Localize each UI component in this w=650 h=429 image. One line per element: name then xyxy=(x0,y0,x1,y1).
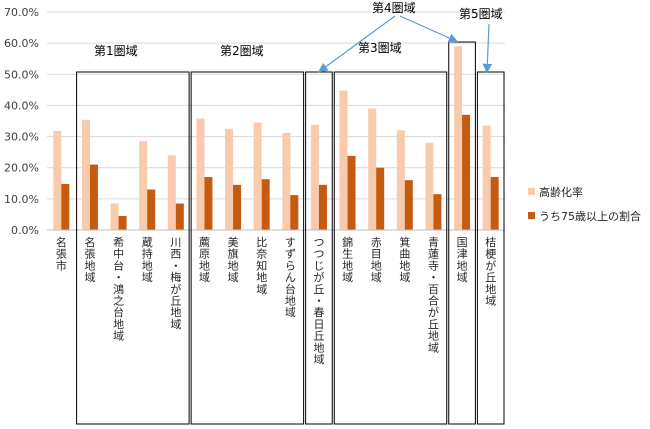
bar-aging-rate xyxy=(167,155,176,230)
bar-aging-rate xyxy=(482,125,491,230)
region-box-4b xyxy=(448,41,476,425)
arrow-to-kikyogaoka xyxy=(482,23,493,74)
bar-75plus xyxy=(433,194,442,230)
category-label: 比奈知地域 xyxy=(256,236,267,296)
bar-75plus xyxy=(404,180,413,230)
bar-75plus xyxy=(175,203,184,230)
bar-aging-rate xyxy=(53,130,62,230)
y-tick-label: 0.0% xyxy=(11,224,39,237)
category-label: 赤目地域 xyxy=(371,236,382,284)
bar-aging-rate xyxy=(396,130,405,230)
region-label-1: 第1圏域 xyxy=(94,44,138,58)
bar-75plus xyxy=(233,184,242,230)
bar-75plus xyxy=(261,179,270,230)
bar-aging-rate xyxy=(282,132,291,230)
y-tick-label: 10.0% xyxy=(4,193,39,206)
category-label: 箕曲地域 xyxy=(399,235,410,284)
arrow-to-tsutsujigaoka xyxy=(318,15,396,73)
region-label-2: 第2圏域 xyxy=(220,44,264,58)
category-label: 川西・梅が丘地域 xyxy=(170,236,181,331)
bar-75plus xyxy=(318,184,327,230)
category-label: 美旗地域 xyxy=(228,236,239,284)
bar-75plus xyxy=(61,183,70,230)
legend-swatch-aging-rate xyxy=(528,188,535,195)
category-labels: 名張市 名張地域 希中台・鴻之台地域 蔵持地域 川西・梅が丘地域 薦原地域 美旗地域 比奈知地… xyxy=(56,235,496,366)
region-label-4: 第4圏域 xyxy=(372,1,416,15)
category-label: 錦生地域 xyxy=(342,235,353,284)
bar-aging-rate xyxy=(310,124,319,230)
region-label-3: 第3圏域 xyxy=(358,41,402,55)
category-label: 青蓮寺・百合が丘地域 xyxy=(428,236,439,354)
bar-75plus xyxy=(347,155,356,230)
bar-75plus xyxy=(290,195,299,230)
bar-75plus xyxy=(490,177,499,230)
region-boxes xyxy=(76,41,505,425)
bar-75plus xyxy=(89,164,98,230)
bars xyxy=(53,46,499,230)
y-tick-label: 50.0% xyxy=(4,68,39,81)
y-tick-label: 60.0% xyxy=(4,37,39,50)
y-axis-ticks: 0.0% 10.0% 20.0% 30.0% 40.0% 50.0% 60.0% 70.0% xyxy=(4,6,39,237)
region-box-1 xyxy=(76,71,190,425)
bar-75plus xyxy=(147,189,156,230)
category-label: すずらん台地域 xyxy=(285,236,296,319)
bar-aging-rate xyxy=(339,90,348,230)
legend-label-75plus: うち75歳以上の割合 xyxy=(539,209,641,223)
gridlines xyxy=(47,11,505,200)
bar-75plus xyxy=(204,177,213,230)
legend-label-aging-rate: 高齢化率 xyxy=(539,185,583,199)
region-box-3 xyxy=(333,71,448,425)
category-label: 桔梗が丘地域 xyxy=(485,235,496,308)
y-tick-label: 30.0% xyxy=(4,131,39,144)
bar-aging-rate xyxy=(110,203,119,230)
category-label: 名張地域 xyxy=(84,235,95,284)
bar-aging-rate xyxy=(425,142,434,230)
bar-aging-rate xyxy=(368,108,377,230)
bar-aging-rate xyxy=(139,141,148,230)
category-label: 蔵持地域 xyxy=(142,236,153,284)
bar-aging-rate xyxy=(81,119,90,230)
category-label: 希中台・鴻之台地域 xyxy=(113,235,124,343)
bar-75plus xyxy=(376,167,385,230)
bar-aging-rate xyxy=(253,122,262,230)
bar-aging-rate xyxy=(225,128,234,230)
bar-75plus xyxy=(462,114,471,230)
bar-75plus xyxy=(118,215,127,230)
category-label: 国津地域 xyxy=(457,236,468,284)
y-tick-label: 70.0% xyxy=(4,6,39,19)
category-label: 薦原地域 xyxy=(199,236,210,284)
category-label: つつじが丘・春日丘地域 xyxy=(313,236,324,366)
y-tick-label: 40.0% xyxy=(4,99,39,112)
category-label: 名張市 xyxy=(56,235,67,272)
bar-aging-rate xyxy=(196,118,205,230)
legend-swatch-75plus xyxy=(528,212,535,219)
region-box-2 xyxy=(190,71,305,425)
legend: 高齢化率 うち75歳以上の割合 xyxy=(528,185,641,223)
bar-aging-rate xyxy=(454,46,463,230)
arrow-to-kunitsu xyxy=(399,15,459,43)
y-tick-label: 20.0% xyxy=(4,162,39,175)
region-label-5: 第5圏域 xyxy=(459,7,503,21)
